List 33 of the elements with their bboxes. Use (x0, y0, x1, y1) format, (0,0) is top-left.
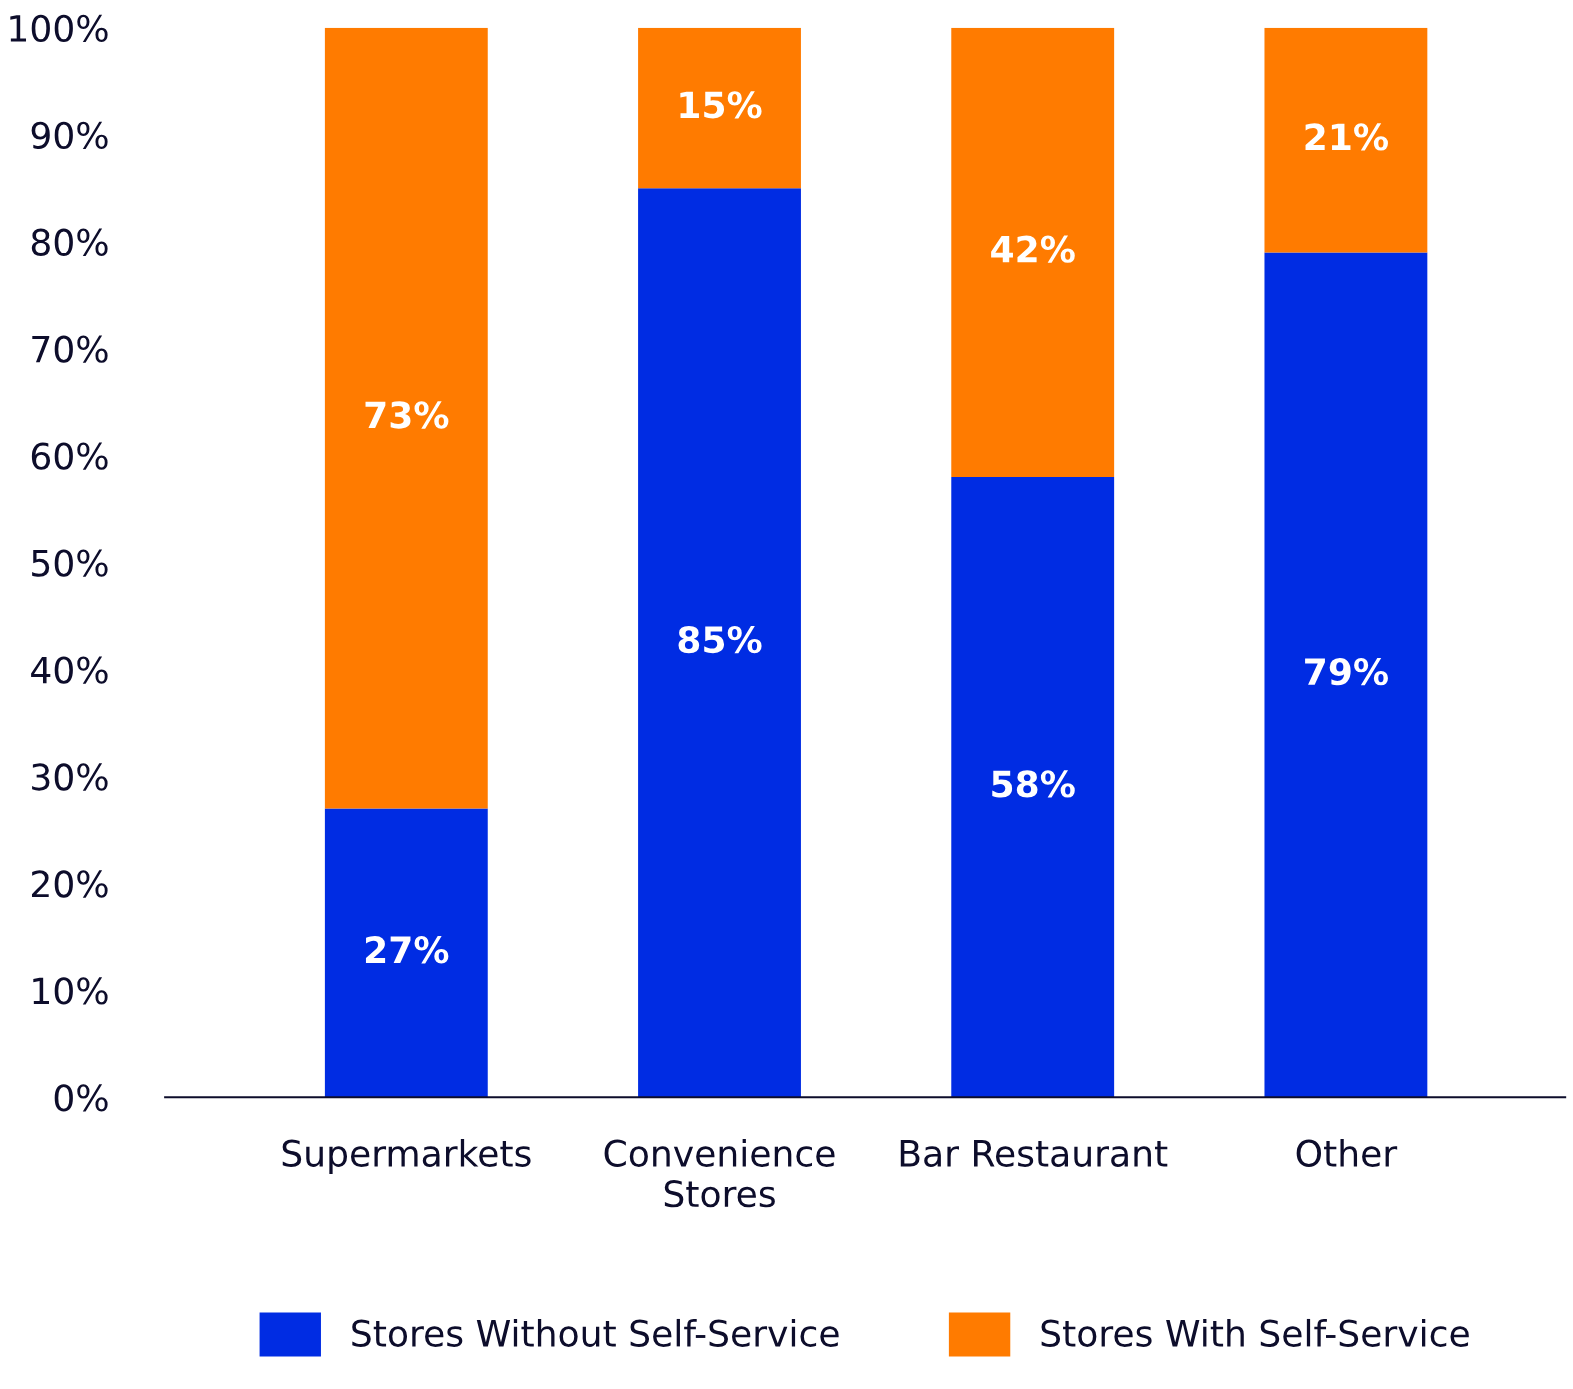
y-tick-label: 0% (54, 1084, 108, 1112)
y-tick-label: 40% (31, 656, 108, 684)
bar (951, 27, 1115, 477)
x-tick-label: Convenience Stores (604, 1138, 835, 1208)
text: 21% (1305, 123, 1388, 151)
y-tick-label: 60% (31, 442, 108, 470)
legend-label: Stores With Self-Service (1041, 1318, 1469, 1347)
bar (324, 808, 488, 1098)
y-tick-label: 100% (10, 14, 108, 43)
text: 79% (1305, 658, 1388, 686)
x-tick-label: Bar Restaurant (900, 1140, 1168, 1167)
y-tick-label: 80% (31, 228, 108, 256)
y-tick-label: 10% (33, 977, 108, 1005)
text: 58% (992, 770, 1075, 798)
y-tick-label: 20% (31, 870, 108, 898)
text: 27% (365, 936, 449, 964)
y-tick-label: 30% (32, 763, 108, 791)
bar (951, 476, 1115, 1098)
text: 15% (680, 91, 762, 119)
y-tick-label: 90% (31, 121, 108, 149)
bar (1264, 252, 1428, 1098)
bar (324, 27, 488, 809)
text: 42% (991, 235, 1075, 263)
text: 73% (365, 401, 449, 429)
y-tick-label: 70% (32, 335, 108, 363)
legend-label: Stores Without Self-Service (352, 1318, 839, 1347)
bar (638, 27, 801, 189)
y-tick-label: 50% (32, 549, 108, 577)
x-tick-label: Other (1296, 1138, 1398, 1167)
bar (638, 188, 801, 1098)
x-tick-label: Supermarkets (282, 1138, 531, 1174)
bar (1264, 27, 1428, 253)
text: 85% (678, 625, 762, 654)
